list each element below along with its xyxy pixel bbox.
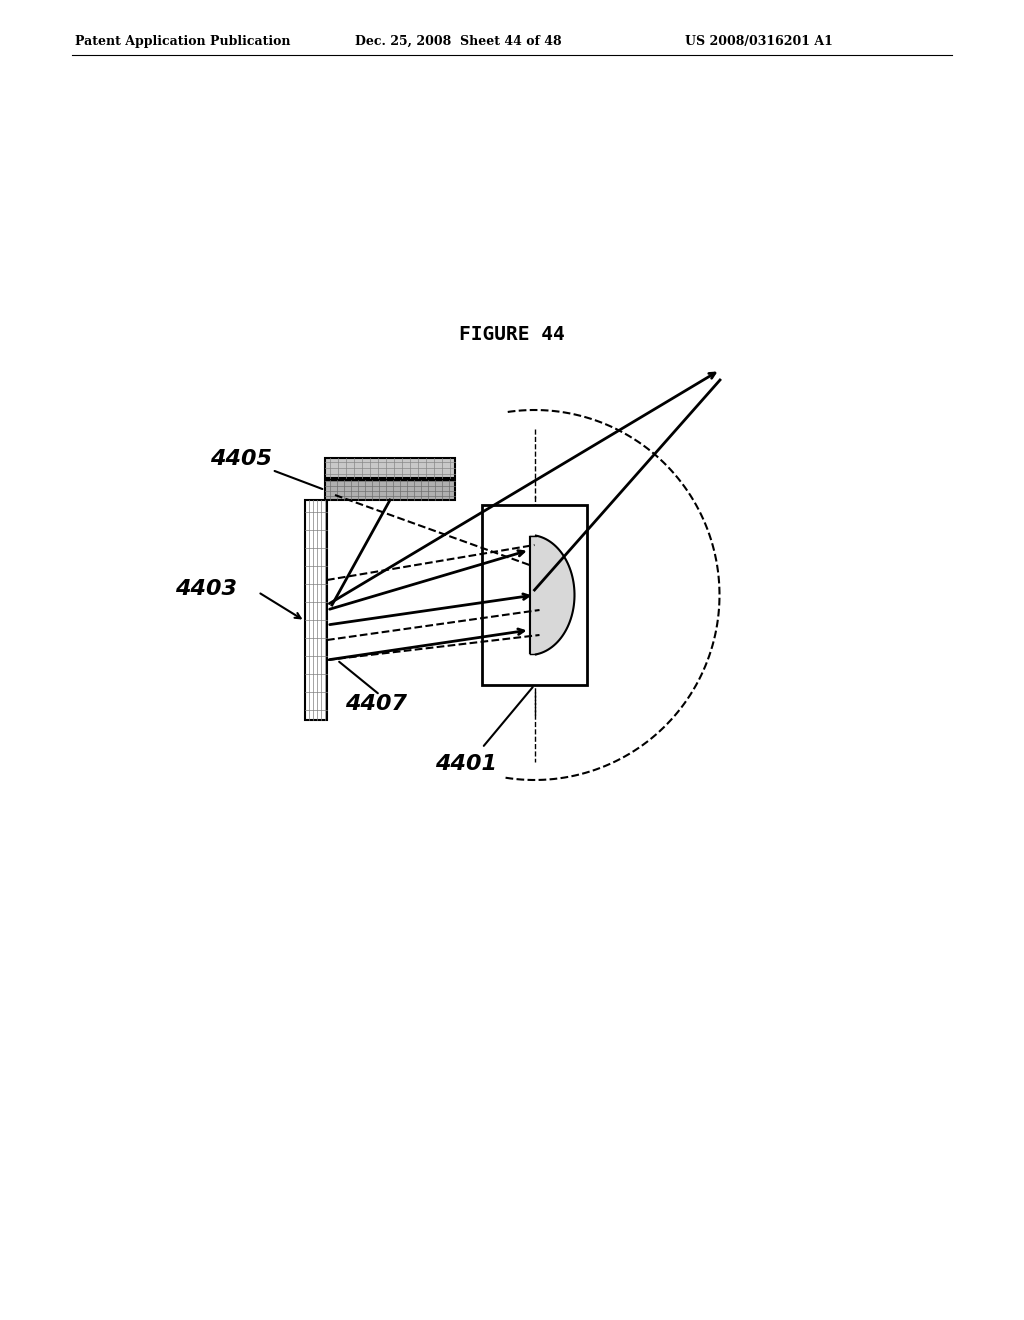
Text: US 2008/0316201 A1: US 2008/0316201 A1	[685, 36, 833, 48]
Text: FIGURE 44: FIGURE 44	[459, 326, 565, 345]
Text: Dec. 25, 2008  Sheet 44 of 48: Dec. 25, 2008 Sheet 44 of 48	[355, 36, 561, 48]
Text: Patent Application Publication: Patent Application Publication	[75, 36, 291, 48]
Bar	[305, 500, 327, 719]
Text: 4401: 4401	[435, 754, 497, 774]
Bar	[325, 458, 455, 478]
Text: 4403: 4403	[175, 579, 237, 599]
Bar	[325, 480, 455, 500]
Text: 4407: 4407	[345, 694, 407, 714]
Polygon shape	[529, 536, 574, 655]
Bar	[482, 506, 587, 685]
Text: 4405: 4405	[210, 449, 272, 469]
